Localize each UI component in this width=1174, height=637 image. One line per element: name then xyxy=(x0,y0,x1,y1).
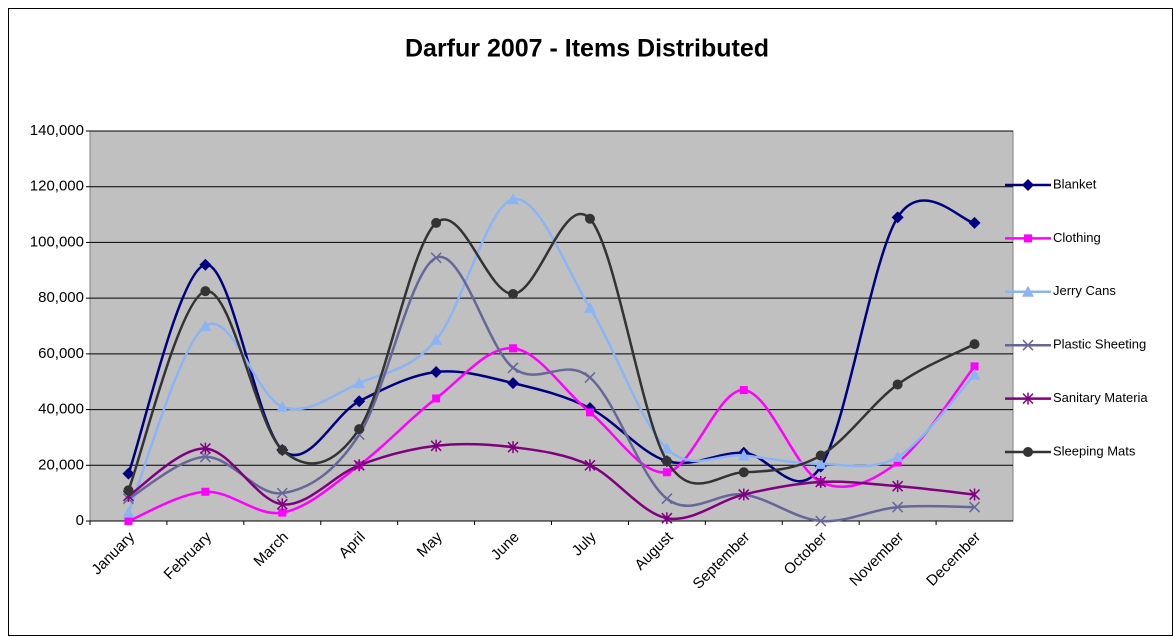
marker xyxy=(507,193,520,205)
legend-label: Sleeping Mats xyxy=(1053,443,1136,458)
marker xyxy=(353,377,366,389)
marker xyxy=(199,442,211,455)
marker xyxy=(277,444,288,455)
plot-area xyxy=(89,130,1014,522)
marker xyxy=(815,476,827,488)
marker xyxy=(278,508,287,517)
marker xyxy=(201,487,210,496)
marker xyxy=(354,424,365,435)
marker xyxy=(276,400,289,412)
marker xyxy=(662,468,671,477)
chart-title: Darfur 2007 - Items Distributed xyxy=(405,35,769,63)
marker xyxy=(968,368,981,380)
legend-label: Blanket xyxy=(1053,176,1097,191)
marker xyxy=(738,488,750,501)
marker xyxy=(122,467,135,480)
marker xyxy=(1023,447,1033,457)
marker xyxy=(1022,179,1034,191)
marker xyxy=(509,344,518,353)
marker xyxy=(199,258,212,271)
y-tick-label: 60,000 xyxy=(38,345,84,362)
marker xyxy=(1022,285,1034,297)
y-tick-label: 40,000 xyxy=(38,401,84,418)
marker xyxy=(431,217,442,228)
marker xyxy=(276,498,288,511)
marker xyxy=(737,449,750,461)
marker xyxy=(584,372,596,384)
marker xyxy=(507,441,519,454)
marker xyxy=(892,379,903,390)
marker xyxy=(661,512,673,525)
marker xyxy=(122,506,135,518)
y-tick-label: 0 xyxy=(76,512,84,529)
marker xyxy=(660,442,673,454)
marker xyxy=(585,408,594,417)
marker xyxy=(124,517,133,525)
legend-label: Sanitary Materia xyxy=(1053,390,1148,405)
marker xyxy=(969,501,981,513)
marker xyxy=(430,252,442,264)
marker xyxy=(969,488,981,501)
legend-label: Jerry Cans xyxy=(1053,283,1116,298)
marker xyxy=(432,394,441,403)
y-tick-label: 80,000 xyxy=(38,289,84,306)
marker xyxy=(1022,339,1034,351)
legend-label: Plastic Sheeting xyxy=(1053,337,1146,352)
marker xyxy=(1024,234,1032,243)
y-tick-label: 140,000 xyxy=(30,122,84,139)
marker xyxy=(891,211,904,224)
marker xyxy=(892,480,904,493)
marker xyxy=(508,288,519,299)
marker xyxy=(814,457,827,469)
marker xyxy=(815,450,826,461)
marker xyxy=(123,485,134,496)
legend-label: Clothing xyxy=(1053,230,1101,245)
marker xyxy=(507,362,519,374)
marker xyxy=(199,451,211,463)
marker xyxy=(583,301,596,313)
marker xyxy=(891,450,904,462)
marker xyxy=(738,467,749,478)
marker xyxy=(430,365,443,378)
y-tick-label: 120,000 xyxy=(30,178,84,195)
marker xyxy=(892,501,904,513)
marker xyxy=(968,216,981,229)
y-tick-label: 100,000 xyxy=(30,233,84,250)
marker xyxy=(661,493,673,505)
y-tick-label: 20,000 xyxy=(38,456,84,473)
marker xyxy=(661,456,672,467)
marker xyxy=(739,386,748,395)
marker xyxy=(1022,392,1034,405)
marker xyxy=(353,395,366,408)
marker xyxy=(893,458,902,467)
marker xyxy=(276,487,288,499)
marker xyxy=(815,515,827,527)
series-line xyxy=(127,199,975,483)
marker xyxy=(970,362,979,371)
marker xyxy=(430,439,442,452)
marker xyxy=(969,339,980,350)
marker xyxy=(200,286,211,297)
marker xyxy=(584,459,596,472)
marker xyxy=(199,320,212,331)
marker xyxy=(430,333,443,345)
marker xyxy=(584,213,595,224)
marker xyxy=(353,459,365,472)
marker xyxy=(507,377,520,390)
